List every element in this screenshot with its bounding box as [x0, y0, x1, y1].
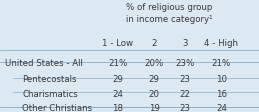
- Text: 24: 24: [216, 104, 227, 112]
- Text: 29: 29: [112, 75, 123, 84]
- Text: 23: 23: [180, 75, 191, 84]
- Text: 16: 16: [216, 90, 227, 99]
- Text: 10: 10: [216, 75, 227, 84]
- Text: 4 - High: 4 - High: [204, 39, 239, 48]
- Text: 24: 24: [112, 90, 123, 99]
- Text: Charismatics: Charismatics: [22, 90, 78, 99]
- Text: 1 - Low: 1 - Low: [102, 39, 133, 48]
- Text: 2: 2: [151, 39, 157, 48]
- Text: United States - All: United States - All: [5, 59, 83, 68]
- Text: 23%: 23%: [176, 59, 195, 68]
- Text: 18: 18: [112, 104, 123, 112]
- Text: 22: 22: [180, 90, 191, 99]
- Text: 21%: 21%: [212, 59, 231, 68]
- Text: 29: 29: [149, 75, 160, 84]
- Text: % of religious group
in income category¹: % of religious group in income category¹: [126, 3, 213, 24]
- Text: 3: 3: [182, 39, 188, 48]
- Text: 19: 19: [149, 104, 160, 112]
- Text: 23: 23: [180, 104, 191, 112]
- Text: 20: 20: [149, 90, 160, 99]
- Text: 21%: 21%: [108, 59, 127, 68]
- Text: Pentecostals: Pentecostals: [22, 75, 76, 84]
- Text: Other Christians: Other Christians: [22, 104, 92, 112]
- Text: 20%: 20%: [145, 59, 164, 68]
